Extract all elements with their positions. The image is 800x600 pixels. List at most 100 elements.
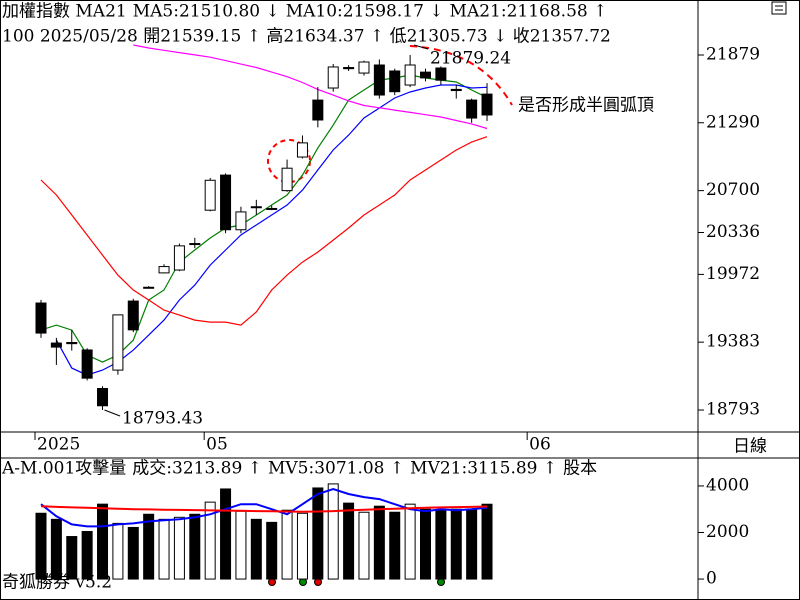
y-tick-label: 2000 (706, 522, 749, 542)
leader-line (413, 44, 429, 50)
ma-line (55, 84, 488, 376)
info-line: 100 2025/05/28 開21539.15 ↑ 高21634.37 ↑ 低… (2, 27, 611, 47)
y-tick-label: 21290 (706, 112, 760, 132)
volume-bar (143, 513, 155, 580)
signal-dot (268, 578, 276, 586)
candle-body (266, 207, 278, 210)
volume-bar (466, 508, 478, 580)
volume-bar (235, 510, 247, 580)
volume-bar (112, 522, 124, 580)
period-label: 日線 (733, 437, 767, 457)
ma-line (40, 136, 488, 326)
chart-title: A-M.001攻擊量 (1, 459, 126, 479)
signal-dot (437, 578, 445, 586)
candle-body (312, 99, 324, 121)
candle-body (481, 93, 493, 116)
annotation: 21879.24 (430, 48, 511, 68)
volume-bar (296, 512, 308, 580)
candle-body (158, 266, 170, 274)
candle-body (50, 342, 62, 348)
volume-bar (481, 503, 493, 580)
volume-bar (389, 511, 401, 580)
volume-bar (358, 511, 370, 580)
legend-entry: MA21:21168.58 ↑ (450, 2, 608, 22)
volume-bar (266, 521, 278, 580)
volume-bar (97, 503, 109, 580)
candle-body (450, 88, 462, 92)
legend-entry: MV5:3071.08 ↑ (268, 459, 404, 479)
mv-line (40, 487, 488, 528)
ma-line (133, 44, 488, 130)
candle-body (220, 174, 232, 231)
candle-body (81, 349, 93, 379)
candle-body (127, 300, 139, 331)
legend-entry: 股本 (563, 459, 597, 479)
legend-entry: MA10:21598.17 ↓ (286, 2, 444, 22)
volume-bar (420, 508, 431, 580)
volume-bar (312, 487, 324, 580)
volume-bar (404, 503, 416, 580)
volume-bar (435, 509, 447, 580)
candle-body (204, 179, 216, 211)
volume-bar (220, 488, 232, 580)
volume-bar (327, 483, 339, 580)
y-tick-label: 20700 (706, 180, 760, 200)
candle-body (466, 99, 478, 119)
y-tick-label: 21879 (706, 44, 760, 64)
candle-body (189, 243, 201, 246)
candle-body (389, 70, 401, 93)
candle-body (373, 64, 385, 96)
volume-bar (50, 518, 62, 580)
annotation: 18793.43 (122, 408, 203, 428)
candle-body (235, 211, 247, 231)
legend-entry: MA5:21510.80 ↓ (133, 2, 280, 22)
candle-body (435, 67, 447, 81)
candle-body (112, 314, 124, 371)
y-tick-label: 20336 (706, 222, 760, 242)
y-tick-label: 19383 (706, 332, 760, 352)
x-tick-label: 2025 (37, 435, 80, 455)
legend-entry: MV21:3115.89 ↑ (410, 459, 557, 479)
candle-body (66, 341, 78, 345)
signal-dot (299, 578, 307, 586)
candle-body (35, 302, 47, 334)
mv-line (40, 505, 488, 513)
candle-body (281, 167, 293, 192)
volume-bar (250, 518, 262, 580)
volume-bar (281, 509, 293, 580)
volume-bar (204, 501, 216, 580)
volume-bar (450, 508, 462, 580)
candle-body (343, 67, 355, 70)
candle-body (296, 142, 308, 158)
legend-entry: 成交:3213.89 ↑ (132, 459, 262, 479)
candle-body (404, 64, 416, 86)
y-tick-label: 0 (706, 569, 717, 589)
candle-body (420, 71, 431, 79)
candle-body (97, 388, 109, 407)
volume-bar (81, 530, 93, 580)
candle-body (250, 206, 262, 209)
chart-title: 加權指數 MA21 (2, 2, 127, 22)
note: 是否形成半圓弧頂 (518, 96, 654, 116)
volume-bar (158, 518, 170, 580)
candle-body (327, 66, 339, 89)
x-tick-label: 06 (529, 435, 551, 455)
candle-body (143, 286, 155, 289)
volume-bar (66, 536, 78, 580)
volume-bar (373, 505, 385, 580)
y-tick-label: 4000 (706, 475, 749, 495)
candle-body (358, 61, 370, 74)
volume-bar (127, 526, 139, 580)
volume-bar (173, 516, 185, 580)
window-icon[interactable] (771, 1, 787, 15)
y-tick-label: 19972 (706, 264, 760, 284)
x-tick-label: 05 (206, 435, 228, 455)
y-tick-label: 18793 (706, 400, 760, 420)
volume-bar (189, 513, 201, 580)
volume-bar (35, 512, 47, 580)
candle-body (173, 245, 185, 271)
signal-dot (314, 578, 322, 586)
volume-bar (343, 502, 355, 580)
leader-line (104, 409, 121, 417)
